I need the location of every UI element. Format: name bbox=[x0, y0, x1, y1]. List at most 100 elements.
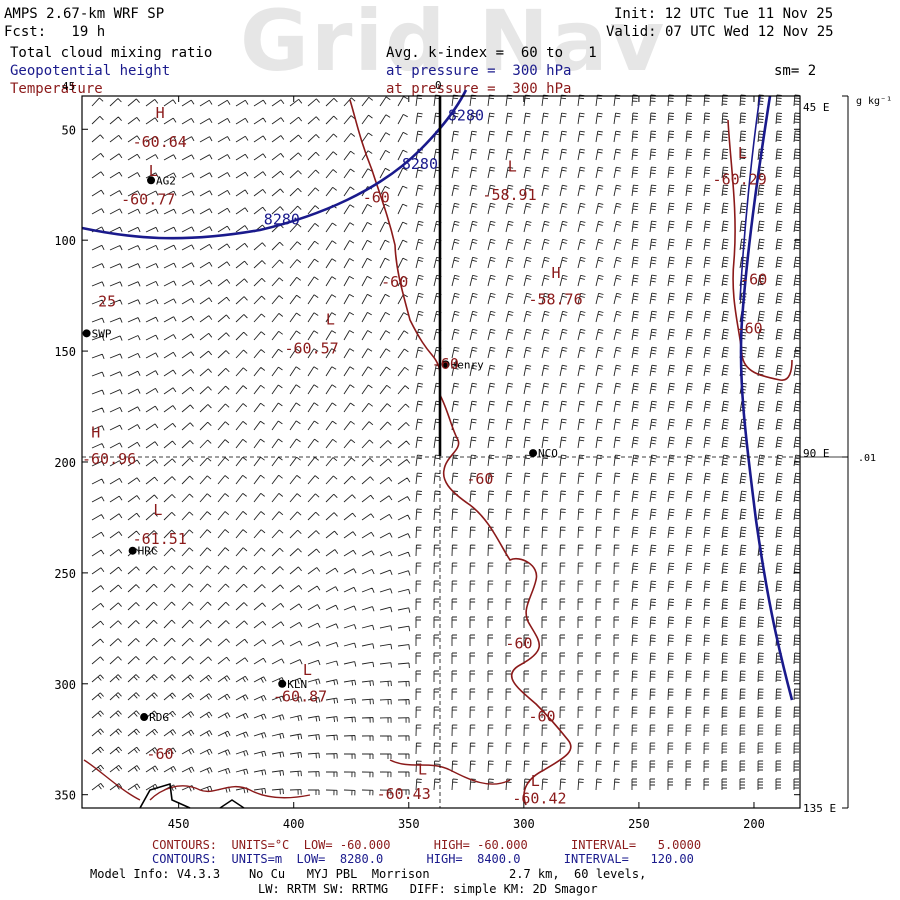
colorbar-units: g kg⁻¹ bbox=[856, 96, 892, 107]
x-tick-label: 300 bbox=[513, 817, 535, 831]
temp-label: -60.96 bbox=[82, 450, 136, 468]
plot-frame bbox=[81, 95, 801, 809]
y-axis: 50 100 150 200 250 300 350 bbox=[54, 123, 800, 803]
temp-contour bbox=[349, 99, 441, 376]
station-label: KLN bbox=[287, 678, 307, 691]
temp-label: -58.91 bbox=[482, 186, 536, 204]
temp-label: -60.87 bbox=[273, 688, 327, 706]
y-tick-label: 150 bbox=[54, 345, 76, 359]
height-label: 8280 bbox=[264, 211, 300, 229]
temp-contour-legend: CONTOURS: UNITS=°C LOW= -60.000 HIGH= -6… bbox=[152, 838, 702, 852]
y-tick-label: 350 bbox=[54, 789, 76, 803]
temp-label: -60.77 bbox=[121, 191, 175, 209]
temp-label: -60.42 bbox=[512, 790, 566, 808]
temp-label: -60 bbox=[505, 634, 532, 652]
longitude-label: 45 E bbox=[803, 101, 830, 114]
temp-label: L bbox=[738, 144, 747, 162]
height-contour bbox=[739, 95, 794, 701]
smoothing: sm= 2 bbox=[774, 63, 817, 79]
temp-label: -60.64 bbox=[133, 133, 187, 151]
forecast-hour: Fcst: 19 h bbox=[4, 24, 106, 40]
temp-label: -61.51 bbox=[133, 530, 187, 548]
station-label: NCO bbox=[538, 447, 558, 460]
temp-label: H bbox=[156, 104, 165, 122]
height-contours bbox=[81, 89, 794, 701]
terrain-outline bbox=[139, 782, 245, 809]
model-title: AMPS 2.67-km WRF SP bbox=[4, 6, 165, 22]
temp-label: L bbox=[303, 661, 312, 679]
station-dot bbox=[140, 713, 149, 722]
temp-label: -60.29 bbox=[713, 171, 767, 189]
temp-label: -60.43 bbox=[377, 785, 431, 803]
model-info: Model Info: V4.3.3 No Cu MYJ PBL Morriso… bbox=[90, 867, 647, 881]
y-tick-label: 100 bbox=[54, 234, 76, 248]
valid-time: Valid: 07 UTC Wed 12 Nov 25 bbox=[606, 24, 834, 40]
temp-label: L bbox=[418, 761, 427, 779]
y-tick-label: 200 bbox=[54, 456, 76, 470]
avg-kindex: Avg. k-index = 60 to 1 bbox=[386, 45, 597, 61]
station-dot bbox=[529, 449, 538, 458]
temp-label: -60 bbox=[146, 745, 173, 763]
y-tick-label: 50 bbox=[62, 123, 76, 137]
height-contour bbox=[739, 95, 761, 301]
temp-label: -60 bbox=[740, 271, 767, 289]
section-lines bbox=[82, 96, 846, 808]
init-time: Init: 12 UTC Tue 11 Nov 25 bbox=[614, 6, 834, 22]
temp-label: -60 bbox=[432, 355, 459, 373]
pressure-temp: at pressure = 300 hPa bbox=[386, 81, 572, 97]
pressure-height: at pressure = 300 hPa bbox=[386, 63, 572, 79]
temperature-contours bbox=[83, 99, 793, 806]
temp-label: 25 bbox=[98, 293, 116, 311]
station-dot bbox=[441, 360, 450, 369]
station-dot bbox=[82, 329, 91, 338]
field-temperature: Temperature bbox=[10, 81, 103, 97]
temp-label: -60 bbox=[466, 470, 493, 488]
station-label: AG2 bbox=[156, 174, 176, 187]
temp-contour bbox=[149, 785, 311, 801]
temp-label: L bbox=[531, 772, 540, 790]
height-label: 8280 bbox=[402, 155, 438, 173]
x-tick-label: 250 bbox=[628, 817, 650, 831]
temp-label: L bbox=[508, 157, 517, 175]
wind-barbs bbox=[91, 94, 801, 796]
station-label: Henry bbox=[451, 358, 484, 371]
temperature-labels: H -60.64 L -60.77 -60 L -58.91 -60 H -58.76 L -60.2… bbox=[82, 104, 767, 807]
height-labels: 8280 8280 8280 bbox=[264, 106, 484, 228]
station-label: RDG bbox=[149, 711, 169, 724]
top-left-tick-label: 45 bbox=[62, 80, 75, 93]
x-tick-label: 350 bbox=[398, 817, 420, 831]
gridnav-watermark: Grid Nav bbox=[240, 0, 667, 90]
station-label: HRC bbox=[138, 545, 158, 558]
temp-label: H bbox=[91, 424, 100, 442]
temp-contour bbox=[83, 759, 141, 801]
wind-barb-field bbox=[91, 94, 801, 796]
station-markers: AG2 SWP Henry NCO HRC KLN RDG bbox=[82, 174, 558, 724]
station-dot bbox=[128, 546, 137, 555]
right-scale bbox=[842, 95, 849, 809]
height-label: 8280 bbox=[448, 106, 484, 124]
temp-label: -60 bbox=[736, 319, 763, 337]
x-tick-label: 200 bbox=[743, 817, 765, 831]
temp-label: L bbox=[153, 501, 162, 519]
x-axis: 450 400 350 300 250 200 bbox=[168, 96, 765, 831]
temp-label: -60 bbox=[528, 707, 555, 725]
temp-label: -58.76 bbox=[528, 290, 582, 308]
temp-label: -60 bbox=[381, 273, 408, 291]
temp-contour bbox=[439, 394, 572, 806]
x-tick-label: 400 bbox=[283, 817, 305, 831]
temp-label: L bbox=[326, 310, 335, 328]
model-physics: LW: RRTM SW: RRTMG DIFF: simple KM: 2D S… bbox=[258, 882, 598, 896]
temp-label: L bbox=[149, 162, 158, 180]
x-tick-label: 450 bbox=[168, 817, 190, 831]
height-contour-legend: CONTOURS: UNITS=m LOW= 8280.0 HIGH= 8400… bbox=[152, 852, 694, 866]
temp-label: H bbox=[551, 264, 560, 282]
field-cloud-mixing: Total cloud mixing ratio bbox=[10, 45, 213, 61]
longitude-label: 135 E bbox=[803, 802, 836, 815]
station-dot bbox=[278, 679, 287, 688]
temp-contour bbox=[389, 759, 511, 785]
y-tick-label: 250 bbox=[54, 567, 76, 581]
height-contour bbox=[81, 89, 468, 240]
y-tick-label: 300 bbox=[54, 678, 76, 692]
station-dot bbox=[147, 176, 156, 185]
